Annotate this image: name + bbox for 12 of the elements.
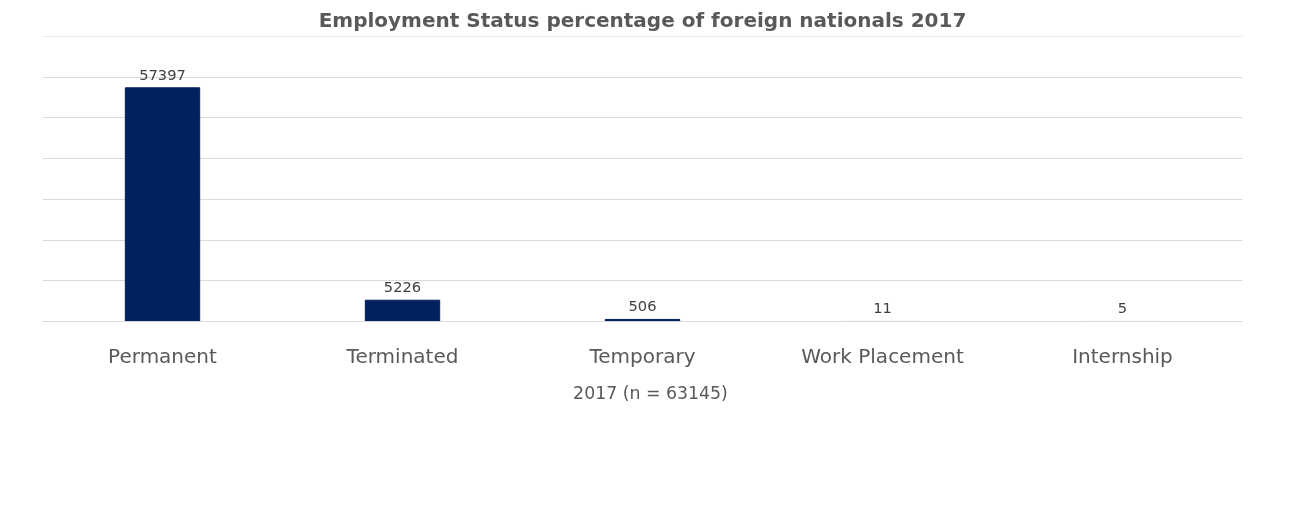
- data-label: 11: [873, 299, 892, 317]
- x-tick-label: Terminated: [345, 343, 459, 368]
- text: 2017 (n = 63145): [573, 382, 728, 403]
- x-tick-label: Work Placement: [801, 343, 964, 368]
- data-label: 5: [1117, 299, 1128, 317]
- x-tick-label: Internship: [1072, 343, 1173, 368]
- data-label: 57397: [139, 65, 186, 83]
- x-tick-label: Permanent: [108, 343, 218, 368]
- x-tick-label: Temporary: [588, 343, 696, 368]
- data-label: 506: [628, 297, 657, 315]
- data-label: 5226: [383, 278, 422, 296]
- chart-title: Employment Status percentage of foreign nationals 2017: [318, 7, 967, 32]
